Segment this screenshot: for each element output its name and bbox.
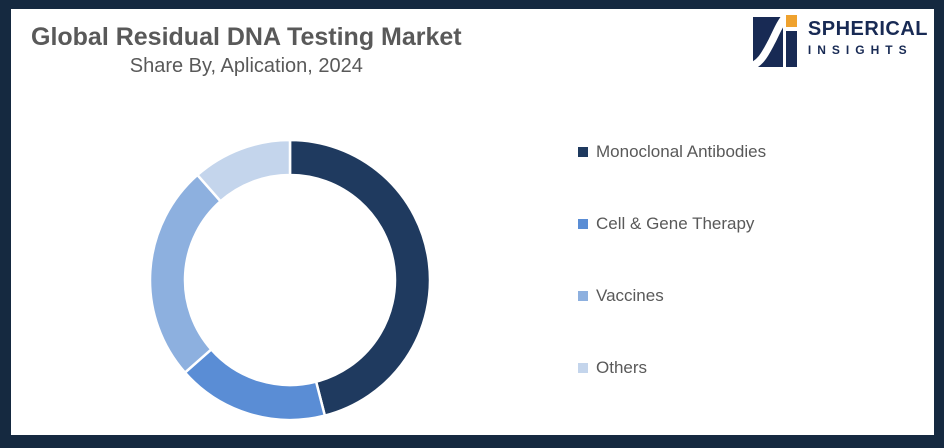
chart-title: Global Residual DNA Testing Market [31,23,462,51]
donut-segment-3 [195,138,292,204]
chart-subtitle: Share By, Aplication, 2024 [129,54,363,77]
legend-label: Vaccines [596,286,664,305]
chart-header: Global Residual DNA Testing Market Share… [31,23,462,78]
donut-segment-2 [148,173,223,375]
content-panel: Global Residual DNA Testing Market Share… [11,9,934,435]
donut-segment-0 [288,138,432,418]
chart-legend: Monoclonal Antibodies Cell & Gene Therapy… [578,142,767,431]
legend-label: Monoclonal Antibodies [596,142,767,161]
donut-chart [148,138,432,422]
legend-item: Vaccines [578,286,766,305]
legend-swatch-icon [578,147,588,157]
spherical-insights-logo-icon [752,15,797,67]
logo-brand-subname: INSIGHTS [807,43,913,57]
logo-text: SPHERICAL INSIGHTS [808,14,928,56]
legend-swatch-icon [578,363,588,373]
legend-swatch-icon [578,291,588,301]
legend-item: Cell & Gene Therapy [578,214,766,233]
donut-segment-1 [183,347,327,422]
logo-brand-name: SPHERICAL [807,18,928,40]
legend-item: Monoclonal Antibodies [578,142,767,161]
legend-swatch-icon [578,219,588,229]
legend-item: Others [578,358,766,377]
brand-logo: SPHERICAL INSIGHTS [752,14,928,71]
legend-label: Cell & Gene Therapy [596,214,755,233]
legend-label: Others [596,358,648,377]
